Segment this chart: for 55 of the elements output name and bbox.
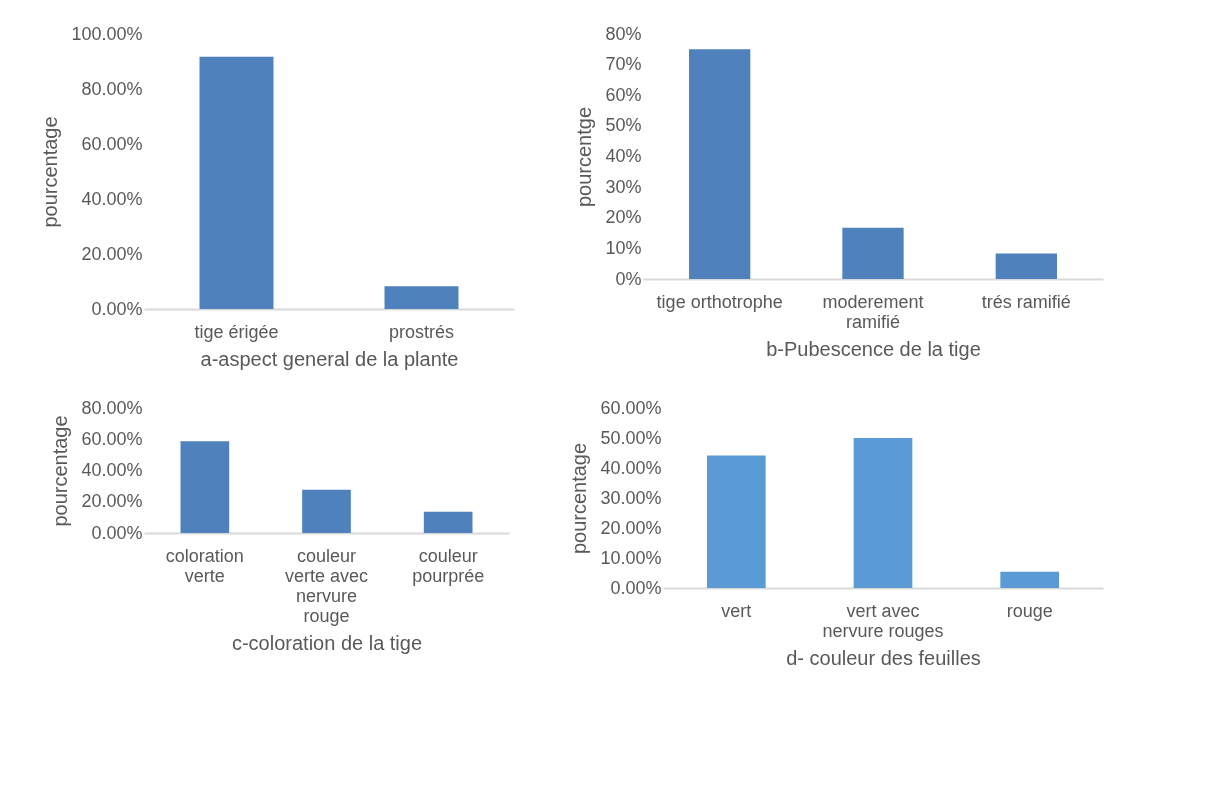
y-tick-label: 40.00% xyxy=(81,188,143,209)
y-axis-title: pourcentage xyxy=(49,415,72,527)
y-tick-label: 100.00% xyxy=(71,23,143,44)
y-tick-label: 20.00% xyxy=(600,517,662,538)
x-tick-label: tige érigée xyxy=(194,321,279,342)
bar xyxy=(707,455,766,588)
bar xyxy=(180,441,230,533)
x-axis-title: c-coloration de la tige xyxy=(231,631,423,654)
y-axis-title: pourcentage xyxy=(39,116,62,228)
y-tick-label: 60.00% xyxy=(81,133,143,154)
x-tick-label: couleur verte avec nervure rouge xyxy=(284,545,369,626)
y-tick-label: 20.00% xyxy=(81,491,143,512)
y-tick-label: 10.00% xyxy=(600,547,662,568)
bar xyxy=(995,253,1057,279)
y-tick-label: 80% xyxy=(605,23,642,44)
y-tick-label: 0% xyxy=(615,268,642,289)
y-tick-label: 20% xyxy=(605,207,642,228)
bar xyxy=(853,438,913,588)
x-tick-label: vert xyxy=(721,600,752,621)
y-tick-label: 0.00% xyxy=(91,522,143,543)
x-tick-label: trés ramifié xyxy=(981,291,1071,312)
y-tick-label: 0.00% xyxy=(610,577,662,598)
x-tick-label: moderement ramifié xyxy=(822,291,924,332)
y-tick-label: 40% xyxy=(605,146,642,166)
bar xyxy=(423,511,473,533)
y-tick-label: 50% xyxy=(605,115,642,136)
y-tick-label: 40.00% xyxy=(81,460,143,480)
x-tick-label: prostrés xyxy=(388,321,455,342)
y-axis-title: pourcentage xyxy=(568,442,591,555)
x-tick-label: vert avec nervure rouges xyxy=(822,600,944,641)
y-tick-label: 70% xyxy=(605,54,642,75)
y-tick-label: 0.00% xyxy=(91,298,143,319)
y-tick-label: 50.00% xyxy=(600,427,662,448)
y-tick-label: 40.00% xyxy=(600,457,662,478)
y-tick-label: 30.00% xyxy=(600,487,662,508)
y-tick-label: 20.00% xyxy=(81,243,143,264)
bar xyxy=(842,227,904,279)
bar xyxy=(302,489,351,533)
bar xyxy=(689,49,751,279)
x-axis-title: a-aspect general de la plante xyxy=(200,347,459,370)
y-axis-title: pourcentge xyxy=(573,106,596,208)
x-tick-label: rouge xyxy=(1006,600,1053,621)
x-tick-label: coloration verte xyxy=(165,545,244,586)
y-tick-label: 80.00% xyxy=(81,78,143,99)
y-tick-label: 80.00% xyxy=(81,397,143,418)
y-tick-label: 60% xyxy=(605,84,642,105)
x-tick-label: couleur pourprée xyxy=(412,545,485,586)
x-axis-title: d- couleur des feuilles xyxy=(786,646,981,669)
x-axis-title: b-Pubescence de la tige xyxy=(766,337,981,360)
y-tick-label: 60.00% xyxy=(600,397,662,418)
y-tick-label: 10% xyxy=(605,237,642,258)
y-tick-label: 60.00% xyxy=(81,428,143,449)
bar xyxy=(1000,571,1059,588)
x-tick-label: tige orthotrophe xyxy=(656,291,783,312)
y-tick-label: 30% xyxy=(605,176,642,197)
